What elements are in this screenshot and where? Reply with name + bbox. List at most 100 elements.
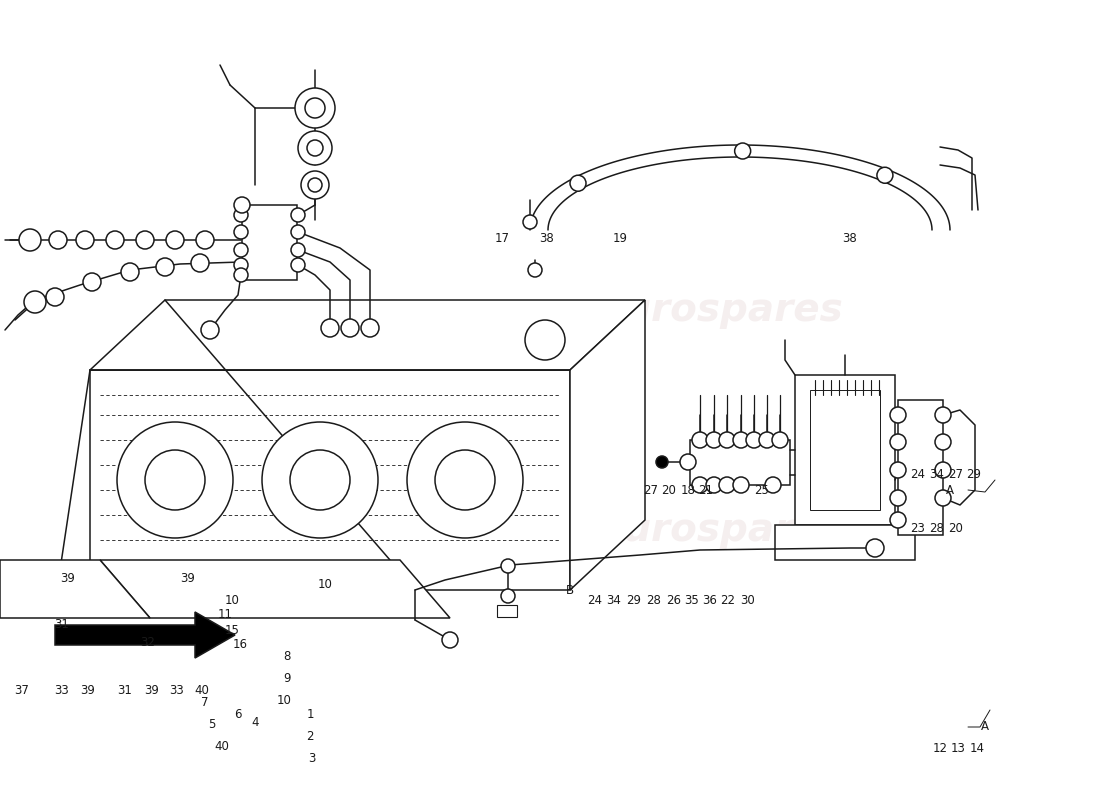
Text: 21: 21 [698,483,714,497]
Circle shape [764,477,781,493]
Circle shape [145,450,205,510]
Text: 2: 2 [306,730,313,742]
Text: 13: 13 [950,742,966,754]
Circle shape [301,171,329,199]
Text: B: B [565,583,574,597]
Circle shape [292,225,305,239]
Text: 40: 40 [195,683,209,697]
Circle shape [434,450,495,510]
Bar [497,605,517,617]
Circle shape [19,229,41,251]
Text: 31: 31 [118,683,132,697]
Circle shape [76,231,94,249]
Text: 25: 25 [755,483,769,497]
Circle shape [50,231,67,249]
Circle shape [528,263,542,277]
Text: 24: 24 [587,594,603,607]
Text: 16: 16 [232,638,248,651]
Circle shape [262,422,378,538]
Circle shape [692,477,708,493]
Circle shape [121,263,139,281]
Circle shape [890,407,906,423]
Text: 24: 24 [911,467,925,481]
Circle shape [656,456,668,468]
Text: 27: 27 [948,467,964,481]
Circle shape [935,462,952,478]
Text: 11: 11 [218,607,232,621]
Polygon shape [55,612,235,658]
Circle shape [500,589,515,603]
Circle shape [295,88,336,128]
Circle shape [307,140,323,156]
Circle shape [890,512,906,528]
Text: 36: 36 [703,594,717,607]
Circle shape [341,319,359,337]
Text: 3: 3 [308,751,316,765]
Text: 12: 12 [933,742,947,754]
Circle shape [706,477,722,493]
Circle shape [522,215,537,229]
Circle shape [106,231,124,249]
Bar [795,375,895,525]
Circle shape [46,288,64,306]
Circle shape [935,434,952,450]
Text: 38: 38 [843,231,857,245]
Circle shape [298,131,332,165]
Circle shape [136,231,154,249]
Text: 6: 6 [234,707,242,721]
Text: 40: 40 [214,741,230,754]
Text: 35: 35 [684,594,700,607]
Circle shape [82,273,101,291]
Circle shape [234,243,248,257]
Text: 22: 22 [720,594,736,607]
Circle shape [746,432,762,448]
Circle shape [877,167,893,183]
Text: 33: 33 [55,683,69,697]
Text: 39: 39 [144,683,159,697]
Bar [690,440,790,485]
Circle shape [719,477,735,493]
Text: 23: 23 [911,522,925,534]
Text: 33: 33 [169,683,185,697]
Circle shape [361,319,379,337]
Circle shape [733,477,749,493]
Circle shape [680,454,696,470]
Bar [898,400,943,535]
Circle shape [719,432,735,448]
Circle shape [234,268,248,282]
Circle shape [442,632,458,648]
Text: 29: 29 [967,467,981,481]
Circle shape [706,432,722,448]
Text: 31: 31 [55,618,69,631]
Text: 14: 14 [969,742,984,754]
Text: 39: 39 [180,571,196,585]
Circle shape [201,321,219,339]
Circle shape [24,291,46,313]
Circle shape [570,175,586,191]
Text: A: A [946,483,954,497]
Text: 10: 10 [224,594,240,606]
Circle shape [772,432,788,448]
Circle shape [733,432,749,448]
Text: 28: 28 [930,522,945,534]
Text: eurospares: eurospares [157,291,403,329]
Circle shape [156,258,174,276]
Circle shape [191,254,209,272]
Text: eurospares: eurospares [157,511,403,549]
Text: 20: 20 [948,522,964,534]
Circle shape [305,98,324,118]
Circle shape [308,178,322,192]
Circle shape [890,490,906,506]
Text: 38: 38 [540,231,554,245]
Text: 26: 26 [667,594,682,607]
Text: 34: 34 [606,594,621,607]
Circle shape [234,225,248,239]
Text: 39: 39 [60,571,76,585]
Circle shape [196,231,214,249]
Text: 10: 10 [318,578,332,590]
Text: 10: 10 [276,694,292,706]
Circle shape [935,490,952,506]
Text: 28: 28 [647,594,661,607]
Text: 4: 4 [251,715,258,729]
Text: 34: 34 [930,467,945,481]
